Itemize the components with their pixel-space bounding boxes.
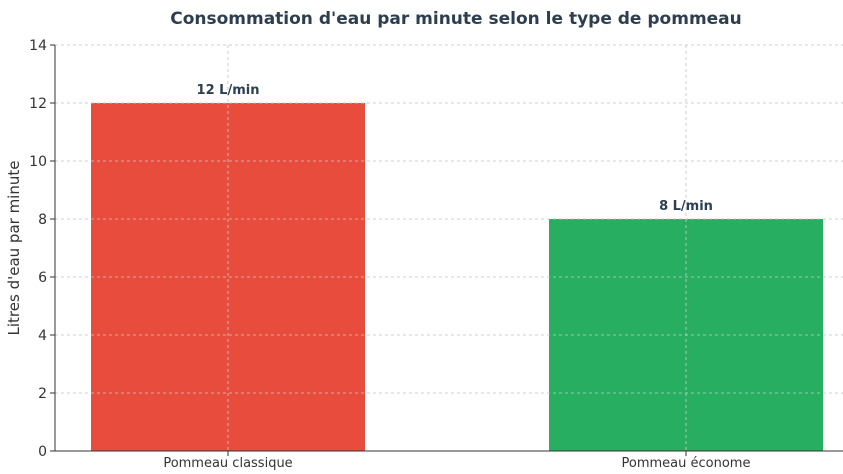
y-tick-label: 2: [38, 386, 47, 402]
y-tick-label: 10: [29, 154, 47, 170]
bar-data-label: 8 L/min: [659, 199, 713, 214]
y-tick-label: 8: [38, 212, 47, 228]
x-tick-label: Pommeau classique: [163, 456, 292, 471]
y-tick-label: 14: [29, 38, 47, 54]
y-tick-label: 4: [38, 328, 47, 344]
x-tick-label: Pommeau économe: [622, 456, 751, 471]
bar-data-label: 12 L/min: [197, 83, 260, 98]
labels-layer: 0 2 4 6 8 10 12 14 Pommeau classique Pommeau écon…: [29, 38, 750, 471]
y-axis-label: Litres d'eau par minute: [5, 161, 23, 336]
y-tick-label: 12: [29, 96, 47, 112]
bars-layer: [55, 44, 843, 451]
axes-layer: [50, 44, 843, 456]
y-tick-label: 0: [38, 444, 47, 460]
chart-title: Consommation d'eau par minute selon le t…: [170, 9, 742, 29]
y-tick-label: 6: [38, 270, 47, 286]
